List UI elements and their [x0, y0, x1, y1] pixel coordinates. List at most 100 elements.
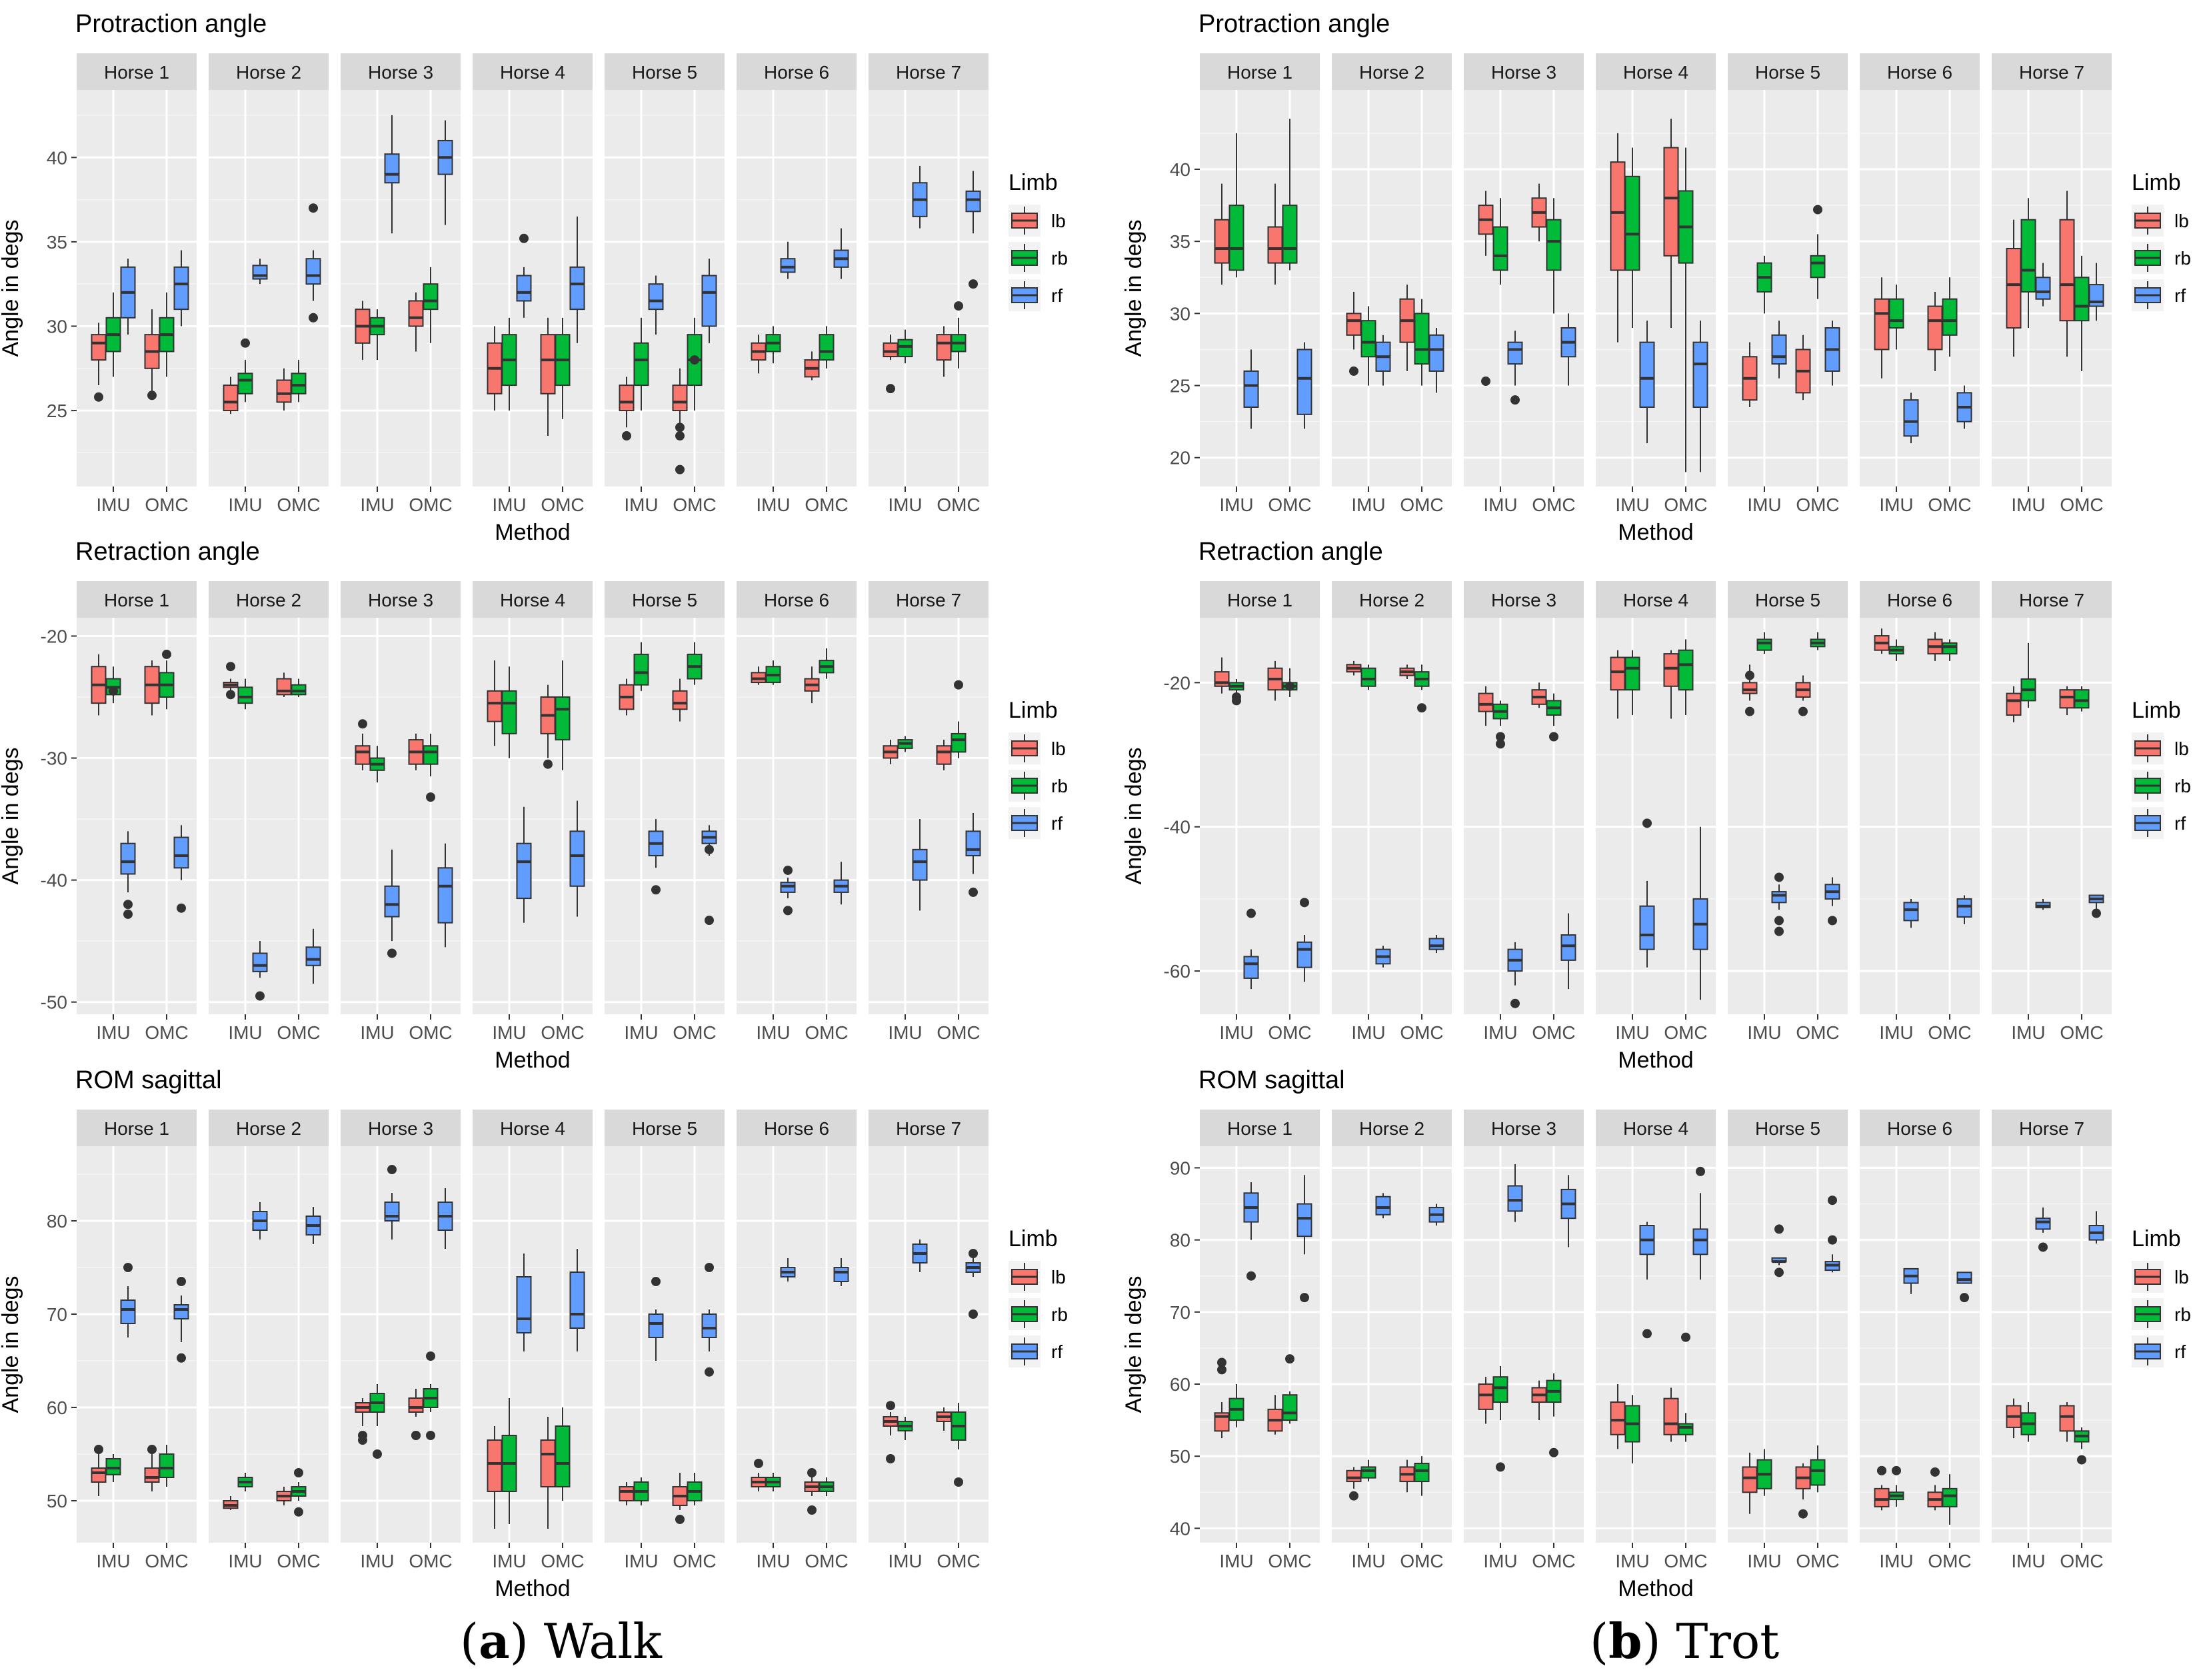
box-iqr — [1507, 341, 1523, 365]
outlier-point — [1510, 998, 1520, 1008]
facet-strip — [77, 53, 197, 90]
x-tick-label: OMC — [937, 1022, 980, 1043]
box-rf — [1639, 818, 1655, 968]
box-iqr — [1678, 649, 1694, 691]
box-rf — [252, 941, 268, 1001]
box-lb — [1267, 1395, 1283, 1435]
x-tick-label: IMU — [1879, 494, 1913, 515]
box-lb — [540, 317, 556, 436]
box-rf — [1639, 1222, 1655, 1339]
box-iqr — [1742, 1466, 1758, 1493]
box-rb — [951, 680, 967, 758]
y-tick-label: 70 — [1170, 1302, 1190, 1323]
legend-label-lb: lb — [1051, 211, 1066, 231]
legend-label-rb: rb — [2174, 1304, 2191, 1325]
x-tick-label: IMU — [624, 494, 658, 515]
box-iqr — [1610, 656, 1626, 691]
box-lb — [751, 335, 767, 374]
x-tick-label: IMU — [1483, 1551, 1517, 1571]
facet-horse-5: Horse 5 IMU OMC — [1728, 581, 1848, 1043]
facet-horse-6: Horse 6 IMU OMC — [737, 581, 857, 1043]
facet-horse-3: Horse 3 IMU OMC — [1464, 53, 1584, 515]
panel-background — [1596, 1146, 1716, 1543]
facet-strip-label: Horse 4 — [1623, 1118, 1688, 1139]
x-tick-label: IMU — [96, 1022, 130, 1043]
box-lb — [355, 719, 371, 770]
facet-horse-4: Horse 4 IMU OMC — [473, 1110, 593, 1571]
outlier-point — [1642, 818, 1652, 828]
box-rf — [1824, 1196, 1840, 1273]
box-rb — [1492, 198, 1508, 285]
legend-title: Limb — [1009, 698, 1058, 723]
box-iqr — [516, 275, 532, 302]
facet-strip-label: Horse 3 — [368, 62, 433, 83]
x-tick-label: OMC — [541, 1551, 584, 1571]
y-tick-label: -30 — [41, 748, 67, 769]
y-tick-label: -40 — [1164, 817, 1190, 838]
panel-background — [869, 1146, 989, 1543]
x-tick-label: OMC — [409, 1551, 452, 1571]
y-axis-label: Angle in degs — [0, 747, 23, 884]
box-lb — [408, 292, 424, 352]
box-lb — [804, 1468, 820, 1515]
box-rf — [1296, 1175, 1312, 1303]
outlier-point — [969, 1309, 978, 1319]
legend-title: Limb — [1009, 170, 1058, 195]
box-lb — [619, 1482, 635, 1505]
x-tick-label: OMC — [937, 494, 980, 515]
box-rf — [305, 928, 321, 984]
box-lb — [1214, 657, 1230, 694]
x-tick-label: OMC — [1664, 494, 1707, 515]
box-lb — [1927, 1467, 1943, 1511]
x-tick-label: IMU — [96, 494, 130, 515]
box-lb — [619, 377, 635, 441]
box-iqr — [1492, 1376, 1508, 1403]
facet-strip — [1992, 1110, 2112, 1146]
outlier-point — [1496, 1462, 1505, 1472]
box-iqr — [276, 379, 292, 403]
facet-strip — [1200, 1110, 1320, 1146]
box-iqr — [501, 690, 517, 734]
x-tick-label: IMU — [1879, 1022, 1913, 1043]
facet-strip-label: Horse 6 — [764, 62, 829, 83]
legend-label-rf: rf — [2174, 285, 2186, 306]
outlier-point — [2092, 908, 2101, 918]
box-rf — [780, 1258, 796, 1281]
facet-strip — [1332, 581, 1452, 618]
outlier-point — [1774, 872, 1784, 882]
outlier-point — [969, 279, 978, 289]
box-rf — [1243, 1182, 1259, 1281]
box-rf — [2035, 898, 2051, 910]
facet-strip-label: Horse 4 — [1623, 62, 1688, 83]
box-lb — [751, 1459, 767, 1491]
x-tick-label: IMU — [2011, 1022, 2045, 1043]
chart-walk-retraction-angle: Retraction angle Angle in degs -20 -30 -40 -5… — [0, 538, 1068, 1073]
box-rf — [648, 275, 664, 335]
x-tick-label: IMU — [492, 494, 526, 515]
box-rb — [1360, 1459, 1376, 1482]
facet-strip — [1860, 581, 1980, 618]
box-rf — [648, 819, 664, 895]
box-rf — [252, 259, 268, 285]
outlier-point — [94, 392, 103, 402]
x-tick-label: OMC — [2060, 1551, 2103, 1571]
box-iqr — [159, 1453, 175, 1478]
box-rb — [687, 317, 703, 411]
box-iqr — [619, 1486, 635, 1501]
x-tick-label: IMU — [1615, 1022, 1649, 1043]
panel-background — [1860, 90, 1980, 486]
box-iqr — [555, 696, 571, 741]
box-rf — [1375, 335, 1391, 386]
legend-label-lb: lb — [2174, 738, 2189, 759]
box-iqr — [2074, 277, 2090, 322]
box-lb — [2059, 1402, 2075, 1442]
box-iqr — [237, 373, 253, 395]
x-tick-label: OMC — [1532, 1551, 1575, 1571]
box-iqr — [1507, 1185, 1523, 1212]
box-lb — [223, 1496, 239, 1510]
box-rb — [633, 317, 649, 411]
box-lb — [1610, 1384, 1626, 1449]
outlier-point — [969, 1249, 978, 1258]
outlier-point — [1510, 395, 1520, 405]
facet-strip-label: Horse 6 — [1887, 62, 1952, 83]
